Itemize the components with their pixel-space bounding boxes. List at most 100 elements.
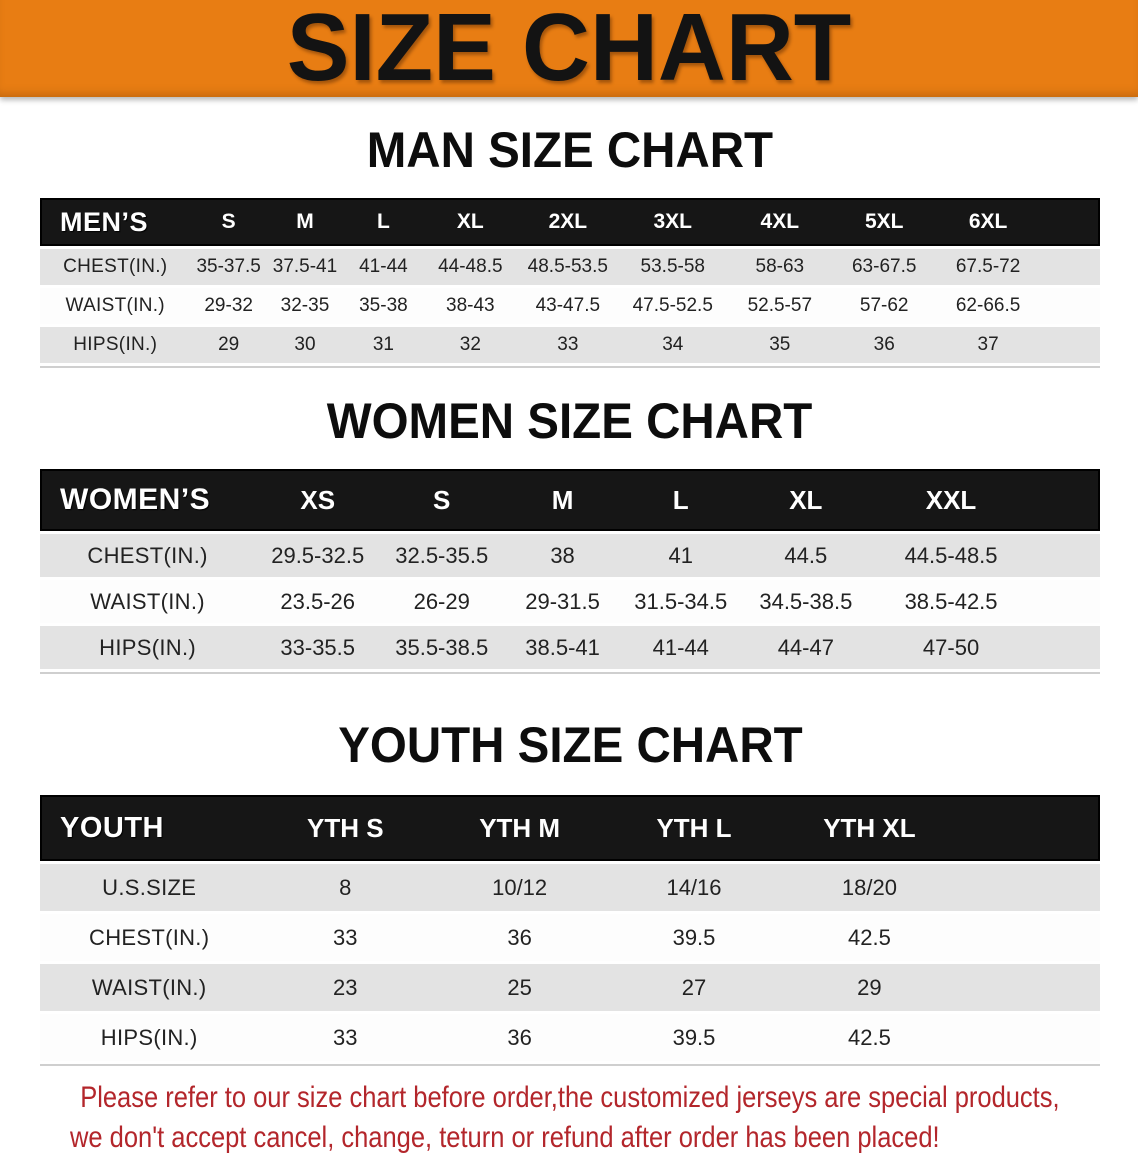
size-value-cell: 35-37.5 [190, 249, 267, 285]
row-label: WAIST(IN.) [40, 580, 256, 623]
size-value-cell: 10/12 [432, 864, 608, 911]
size-value-cell: 35-38 [343, 288, 424, 324]
size-value-cell: 39.5 [607, 914, 781, 961]
size-column-header: XXL [872, 469, 1031, 531]
size-column-header: 4XL [726, 198, 833, 246]
row-label: CHEST(IN.) [40, 914, 259, 961]
men-section-heading-text: MAN SIZE CHART [366, 122, 774, 178]
men-section-heading: MAN SIZE CHART [40, 125, 1100, 175]
size-value-cell: 29-32 [190, 288, 267, 324]
size-value-cell: 29.5-32.5 [255, 534, 381, 577]
size-column-header: M [266, 198, 344, 246]
size-value-cell: 48.5-53.5 [516, 249, 619, 285]
size-column-header: S [190, 198, 267, 246]
size-value-cell: 44.5 [739, 534, 873, 577]
table-row: WAIST(IN.) 23 25 27 29 [40, 964, 1100, 1011]
men-size-table: MEN’S S M L XL 2XL 3XL 4XL 5XL 6XL CHEST(IN.) 35-37… [40, 195, 1100, 368]
size-value-cell: 38 [503, 534, 622, 577]
row-spacer-cell [957, 964, 1100, 1011]
size-value-cell: 44.5-48.5 [872, 534, 1031, 577]
table-row: U.S.SIZE 8 10/12 14/16 18/20 [40, 864, 1100, 911]
size-value-cell: 44-47 [739, 626, 873, 669]
size-value-cell: 42.5 [780, 914, 958, 961]
size-value-cell: 63-67.5 [832, 249, 936, 285]
size-value-cell: 23.5-26 [255, 580, 381, 623]
size-value-cell: 29-31.5 [503, 580, 622, 623]
row-label: HIPS(IN.) [40, 327, 191, 363]
size-value-cell: 35 [726, 327, 833, 363]
size-column-header: YTH L [607, 795, 781, 861]
header-spacer-cell [1030, 469, 1100, 531]
size-value-cell: 31.5-34.5 [621, 580, 740, 623]
size-value-cell: 23 [258, 964, 433, 1011]
size-value-cell: 34 [618, 327, 727, 363]
youth-section-heading: YOUTH SIZE CHART [40, 720, 1100, 770]
size-value-cell: 31 [343, 327, 424, 363]
table-row: WAIST(IN.) 23.5-26 26-29 29-31.5 31.5-34.5 34… [40, 580, 1100, 623]
row-label: HIPS(IN.) [40, 1014, 259, 1061]
size-value-cell: 18/20 [780, 864, 958, 911]
table-row: CHEST(IN.) 33 36 39.5 42.5 [40, 914, 1100, 961]
size-column-header: 6XL [935, 198, 1041, 246]
size-value-cell: 14/16 [607, 864, 781, 911]
row-label: HIPS(IN.) [40, 626, 256, 669]
table-row: CHEST(IN.) 29.5-32.5 32.5-35.5 38 41 44.5 44.5… [40, 534, 1100, 577]
size-value-cell: 29 [780, 964, 958, 1011]
size-value-cell: 42.5 [780, 1014, 958, 1061]
size-value-cell: 38.5-42.5 [872, 580, 1031, 623]
size-column-header: 5XL [832, 198, 936, 246]
disclaimer-line-2: we don't accept cancel, change, teturn o… [70, 1121, 940, 1155]
size-value-cell: 41-44 [343, 249, 424, 285]
size-value-cell: 36 [432, 914, 608, 961]
row-spacer-cell [1030, 534, 1100, 577]
table-row: WAIST(IN.) 29-32 32-35 35-38 38-43 43-47.5 47.… [40, 288, 1100, 324]
size-value-cell: 53.5-58 [618, 249, 727, 285]
size-column-header: 2XL [516, 198, 619, 246]
size-column-header: YTH S [258, 795, 433, 861]
row-spacer-cell [957, 864, 1100, 911]
disclaimer-line-1: Please refer to our size chart before or… [80, 1081, 1060, 1114]
size-column-header: L [621, 469, 740, 531]
size-column-header: M [503, 469, 622, 531]
size-value-cell: 33 [258, 1014, 433, 1061]
row-label: WAIST(IN.) [40, 964, 259, 1011]
header-spacer-cell [957, 795, 1100, 861]
size-value-cell: 32.5-35.5 [380, 534, 504, 577]
size-header-row: YOUTH YTH S YTH M YTH L YTH XL [40, 795, 1100, 861]
size-column-header: XL [739, 469, 873, 531]
size-value-cell: 25 [432, 964, 608, 1011]
table-row: HIPS(IN.) 29 30 31 32 33 34 35 36 37 [40, 327, 1100, 363]
size-value-cell: 35.5-38.5 [380, 626, 504, 669]
size-column-header: YTH XL [780, 795, 958, 861]
size-value-cell: 57-62 [832, 288, 936, 324]
table-row: HIPS(IN.) 33-35.5 35.5-38.5 38.5-41 41-44 44-… [40, 626, 1100, 669]
size-value-cell: 36 [432, 1014, 608, 1061]
size-value-cell: 33 [516, 327, 619, 363]
youth-section-heading-text: YOUTH SIZE CHART [337, 717, 803, 773]
row-spacer-cell [1030, 626, 1100, 669]
size-value-cell: 41-44 [621, 626, 740, 669]
size-column-header: YTH M [432, 795, 608, 861]
row-spacer-cell [1040, 327, 1100, 363]
row-label: CHEST(IN.) [40, 249, 191, 285]
row-spacer-cell [957, 914, 1100, 961]
size-value-cell: 52.5-57 [726, 288, 833, 324]
table-corner-label: YOUTH [40, 795, 259, 861]
size-value-cell: 8 [258, 864, 433, 911]
size-value-cell: 47-50 [872, 626, 1031, 669]
size-value-cell: 33-35.5 [255, 626, 381, 669]
size-value-cell: 41 [621, 534, 740, 577]
women-section-heading: WOMEN SIZE CHART [40, 396, 1100, 446]
size-value-cell: 38-43 [423, 288, 517, 324]
table-row: CHEST(IN.) 35-37.5 37.5-41 41-44 44-48.5 48.5… [40, 249, 1100, 285]
size-value-cell: 62-66.5 [935, 288, 1041, 324]
row-spacer-cell [1030, 580, 1100, 623]
size-column-header: 3XL [618, 198, 727, 246]
size-value-cell: 34.5-38.5 [739, 580, 873, 623]
size-value-cell: 37 [935, 327, 1041, 363]
table-corner-label: WOMEN’S [40, 469, 256, 531]
row-label: WAIST(IN.) [40, 288, 191, 324]
size-value-cell: 67.5-72 [935, 249, 1041, 285]
size-value-cell: 33 [258, 914, 433, 961]
size-value-cell: 36 [832, 327, 936, 363]
